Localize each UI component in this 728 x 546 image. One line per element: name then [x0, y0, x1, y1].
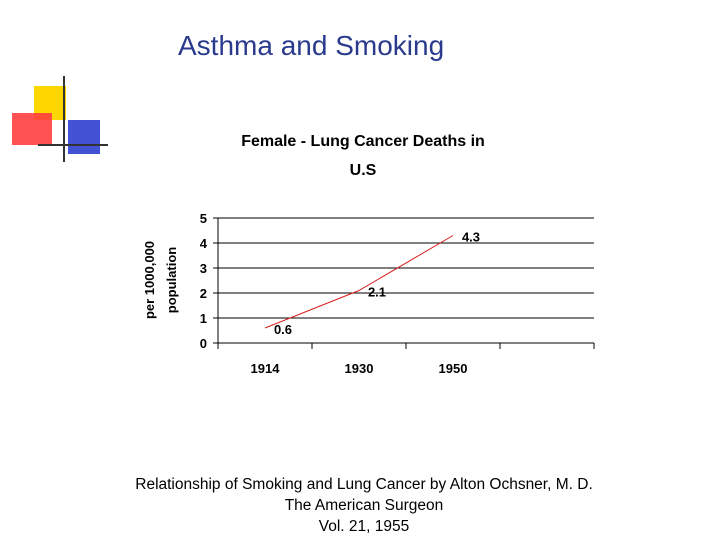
citation-caption: Relationship of Smoking and Lung Cancer … [0, 474, 728, 537]
caption-line-1: Relationship of Smoking and Lung Cancer … [135, 476, 593, 493]
series-line-female-lung-cancer [264, 235, 454, 329]
chart-title-line-1: Female - Lung Cancer Deaths in [241, 133, 485, 150]
blue-square [68, 120, 100, 154]
y-axis-label-line-1: per 1000,000 [142, 241, 157, 319]
data-label: 2.1 [368, 285, 386, 300]
data-labels: 0.6 2.1 4.3 [274, 230, 480, 338]
x-tick-label: 1914 [251, 361, 281, 376]
y-tick-label: 4 [200, 236, 208, 251]
y-axis-label-line-2: population [164, 247, 179, 313]
y-tick-label: 0 [200, 336, 207, 351]
decorative-squares [12, 76, 108, 162]
y-tick-label: 5 [200, 211, 207, 226]
y-tick-label: 1 [200, 311, 207, 326]
red-square [12, 113, 52, 145]
caption-line-2: The American Surgeon [284, 497, 444, 514]
slide-title: Asthma and Smoking [178, 30, 445, 61]
tick-labels: 0 1 2 3 4 5 1914 1930 1950 [200, 211, 468, 376]
chart-title-line-2: U.S [350, 162, 377, 179]
gridlines [218, 217, 594, 319]
y-tick-label: 3 [200, 261, 207, 276]
axes [213, 217, 595, 349]
data-label: 0.6 [274, 322, 292, 337]
caption-line-3: Vol. 21, 1955 [318, 518, 410, 535]
x-tick-label: 1930 [345, 361, 374, 376]
series [264, 235, 454, 329]
y-tick-label: 2 [200, 286, 207, 301]
data-label: 4.3 [462, 230, 480, 245]
x-tick-label: 1950 [439, 361, 468, 376]
line-chart: Female - Lung Cancer Deaths in U.S per 1… [142, 133, 595, 376]
